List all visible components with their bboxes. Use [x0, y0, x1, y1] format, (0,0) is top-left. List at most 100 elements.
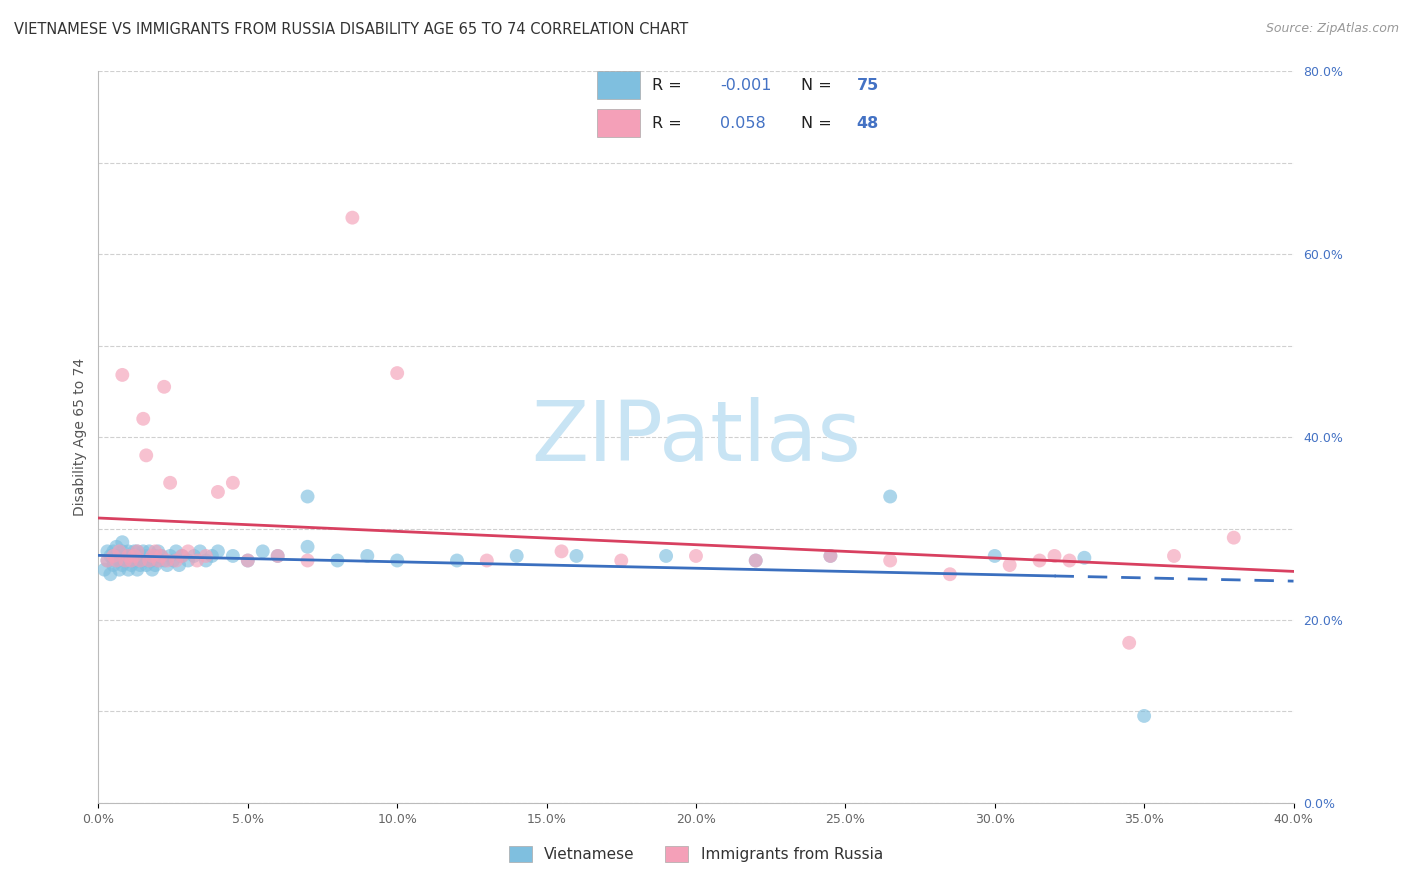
Point [167, 558, 190, 573]
Point [117, 549, 139, 563]
Point [117, 544, 139, 558]
Point [177, 544, 200, 558]
Point [127, 553, 149, 567]
Point [475, 553, 498, 567]
Point [132, 544, 155, 558]
Point [120, 549, 142, 563]
Point [1163, 549, 1185, 563]
Point [132, 412, 155, 426]
Point [143, 558, 166, 573]
Point [138, 544, 160, 558]
Point [141, 553, 163, 567]
Point [138, 553, 160, 567]
FancyBboxPatch shape [596, 71, 640, 99]
Y-axis label: Disability Age 65 to 74: Disability Age 65 to 74 [73, 358, 87, 516]
Point [820, 549, 842, 563]
Point [506, 549, 529, 563]
Point [236, 553, 259, 567]
Point [98, 549, 122, 563]
Text: R =: R = [652, 78, 688, 93]
Point [236, 553, 259, 567]
Point [186, 553, 208, 567]
Point [1028, 553, 1050, 567]
Point [326, 553, 349, 567]
Point [267, 549, 290, 563]
Point [685, 549, 707, 563]
Point [124, 544, 146, 558]
Point [111, 535, 134, 549]
Point [385, 553, 409, 567]
Point [1133, 709, 1156, 723]
Point [207, 485, 229, 500]
Point [195, 553, 218, 567]
Point [150, 549, 173, 563]
Point [655, 549, 678, 563]
Point [159, 475, 181, 490]
Point [342, 211, 364, 225]
Point [156, 558, 179, 573]
Point [141, 563, 163, 577]
Text: -0.001: -0.001 [720, 78, 772, 93]
Point [153, 380, 176, 394]
Point [550, 544, 572, 558]
Point [984, 549, 1007, 563]
Point [143, 549, 166, 563]
Point [114, 553, 136, 567]
Point [96, 553, 118, 567]
Text: VIETNAMESE VS IMMIGRANTS FROM RUSSIA DISABILITY AGE 65 TO 74 CORRELATION CHART: VIETNAMESE VS IMMIGRANTS FROM RUSSIA DIS… [14, 22, 689, 37]
Point [108, 563, 131, 577]
Point [127, 544, 149, 558]
Point [141, 549, 163, 563]
Point [1223, 531, 1246, 545]
Point [120, 553, 142, 567]
Point [385, 366, 409, 380]
Point [111, 558, 134, 573]
Point [135, 448, 157, 462]
Point [105, 549, 128, 563]
Point [96, 553, 118, 567]
Text: ZIPatlas: ZIPatlas [531, 397, 860, 477]
Point [98, 567, 122, 582]
Point [150, 549, 173, 563]
Point [103, 553, 125, 567]
Point [252, 544, 274, 558]
Point [129, 558, 152, 573]
Point [124, 549, 146, 563]
Text: R =: R = [652, 115, 692, 130]
Point [117, 563, 139, 577]
Point [111, 544, 134, 558]
Point [105, 553, 128, 567]
Point [96, 544, 118, 558]
Point [108, 549, 131, 563]
Point [183, 549, 205, 563]
Point [565, 549, 588, 563]
Point [135, 549, 157, 563]
Point [446, 553, 468, 567]
Point [162, 553, 184, 567]
Point [156, 553, 179, 567]
Point [108, 553, 131, 567]
Point [159, 549, 181, 563]
Point [148, 553, 170, 567]
Point [103, 549, 125, 563]
Point [172, 549, 194, 563]
FancyBboxPatch shape [596, 110, 640, 136]
Point [297, 490, 319, 504]
Point [1073, 550, 1095, 565]
Point [222, 549, 245, 563]
Point [111, 368, 134, 382]
Point [297, 553, 319, 567]
Point [143, 544, 166, 558]
Point [129, 553, 152, 567]
Point [129, 549, 152, 563]
Legend: Vietnamese, Immigrants from Russia: Vietnamese, Immigrants from Russia [503, 840, 889, 868]
Point [127, 544, 149, 558]
Point [148, 553, 170, 567]
Point [127, 563, 149, 577]
Text: 0.058: 0.058 [720, 115, 766, 130]
Point [1043, 549, 1066, 563]
Point [165, 553, 187, 567]
Point [222, 475, 245, 490]
Point [138, 553, 160, 567]
Point [201, 549, 224, 563]
